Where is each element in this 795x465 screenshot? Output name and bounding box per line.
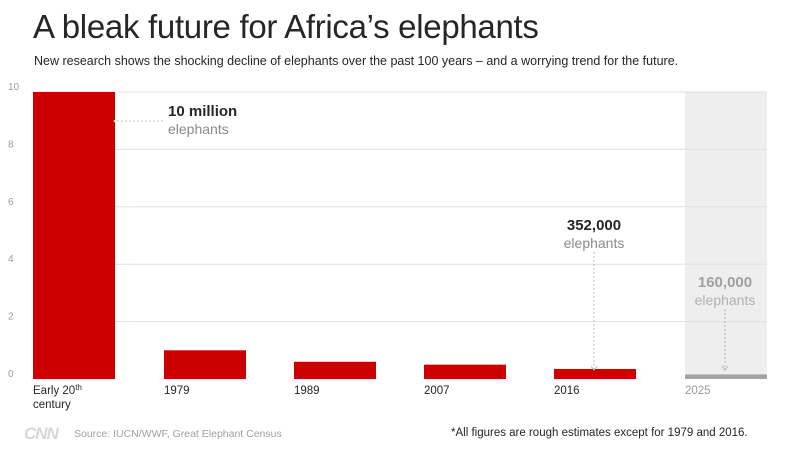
x-tick-label: Early 20th <box>33 383 82 397</box>
x-tick-label: 2016 <box>554 385 580 397</box>
projection-band <box>685 92 767 379</box>
annotation-value: 10 million <box>168 103 237 120</box>
annotation-arrowhead <box>113 117 119 125</box>
x-tick-label: 2007 <box>424 385 450 397</box>
x-tick-label: century <box>33 399 71 411</box>
x-tick-label: 2025 <box>685 385 711 397</box>
x-tick-label: 1989 <box>294 385 320 397</box>
x-tick-label: 1979 <box>164 385 190 397</box>
cnn-logo: CNN <box>24 424 59 443</box>
chart-subtitle: New research shows the shocking decline … <box>34 54 679 68</box>
estimate-footnote: *All figures are rough estimates except … <box>451 427 748 439</box>
bar <box>554 368 636 379</box>
annotation-value: 160,000 <box>698 274 752 291</box>
annotation-value: 352,000 <box>567 217 621 234</box>
y-tick-label: 4 <box>8 254 14 265</box>
annotation-unit: elephants <box>695 292 756 308</box>
annotation-arrowhead <box>721 365 729 371</box>
bar <box>164 350 246 379</box>
bar <box>294 361 376 379</box>
annotation-unit: elephants <box>564 235 625 251</box>
bar <box>33 92 115 379</box>
y-tick-label: 8 <box>8 139 14 150</box>
bar <box>685 374 767 379</box>
bar-chart: 0 2 4 6 8 10 Early 20th century 1979 1989 2007 2016… <box>8 82 767 411</box>
bar <box>424 364 506 379</box>
chart-title: A bleak future for Africa’s elephants <box>33 8 539 45</box>
y-tick-label: 0 <box>8 369 14 380</box>
annotation-unit: elephants <box>168 121 229 137</box>
y-tick-label: 6 <box>8 197 14 208</box>
y-tick-label: 2 <box>8 312 14 323</box>
annotation-arrowhead <box>590 365 598 371</box>
source-note: Source: IUCN/WWF, Great Elephant Census <box>74 428 282 440</box>
y-tick-label: 10 <box>8 82 20 93</box>
